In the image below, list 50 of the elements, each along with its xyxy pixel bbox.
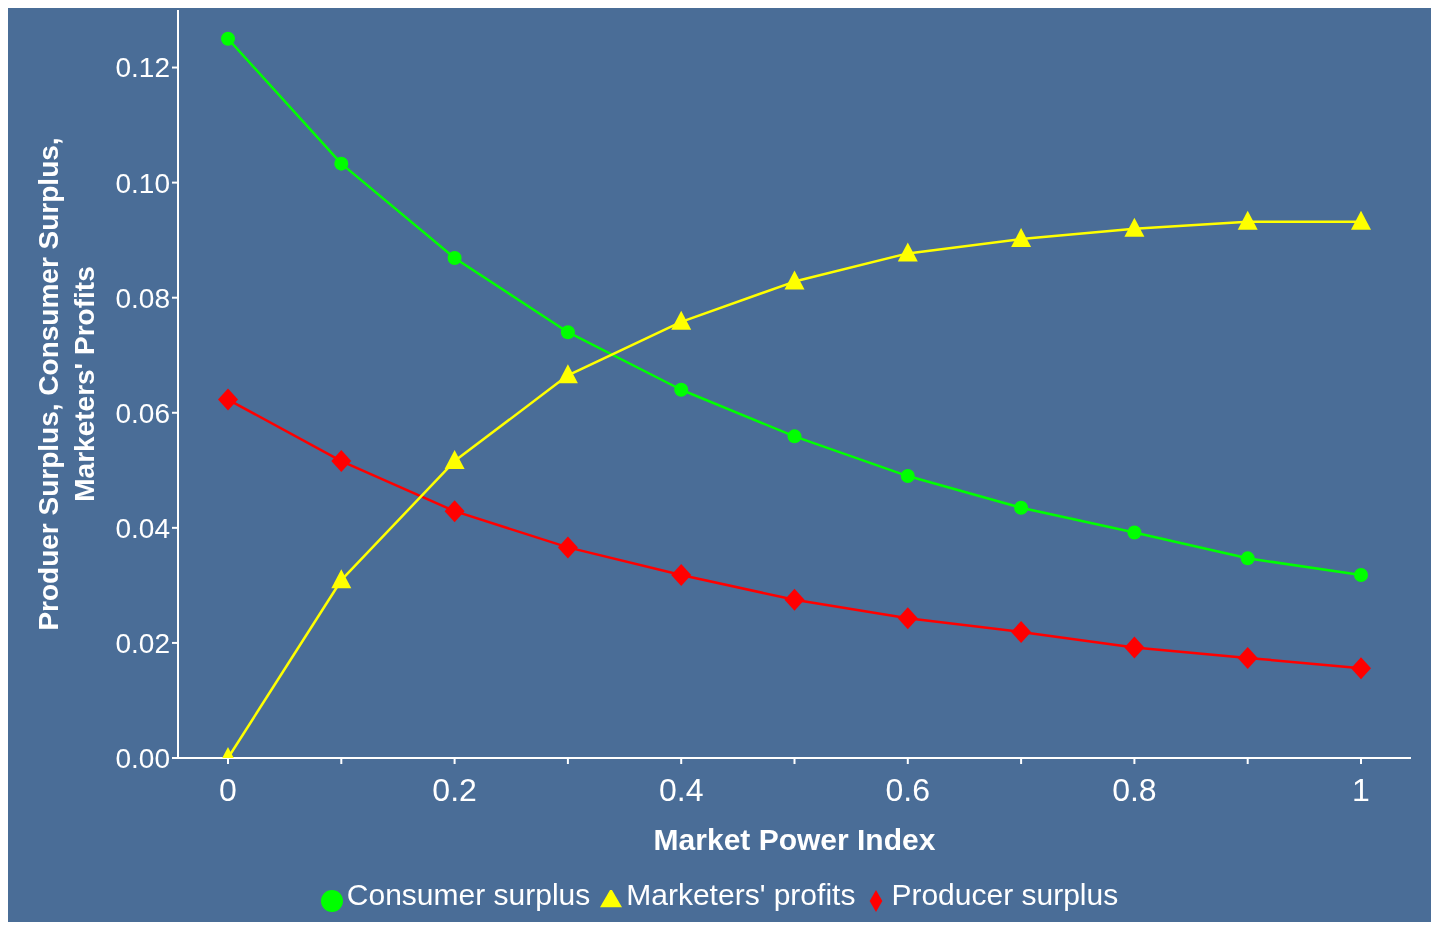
x-tick-label: 1 — [1352, 771, 1370, 808]
point — [334, 156, 349, 171]
point — [444, 500, 465, 523]
point — [1124, 636, 1145, 659]
x-tick-label: 0.2 — [432, 771, 477, 808]
x-axis-title: Market Power Index — [653, 823, 936, 856]
point — [331, 569, 352, 589]
point — [331, 450, 352, 473]
x-tick-label: 0.8 — [1112, 771, 1157, 808]
point — [674, 382, 689, 397]
point — [900, 469, 915, 484]
point — [1351, 210, 1371, 230]
point — [671, 310, 692, 330]
point — [897, 607, 918, 630]
point — [1127, 525, 1142, 540]
x-tick-label: 0.6 — [885, 771, 931, 808]
y-tick-label: 0.10 — [115, 167, 170, 199]
x-tick-label: 0 — [219, 771, 237, 808]
point — [784, 270, 805, 290]
point — [787, 429, 802, 444]
point — [1351, 657, 1371, 680]
x-tick-label: 0.4 — [658, 771, 704, 808]
legend-label: Consumer surplus — [346, 878, 591, 911]
point — [671, 564, 692, 587]
point — [218, 388, 238, 411]
point — [784, 588, 805, 611]
point — [1354, 568, 1368, 583]
legend-label: Marketers' profits — [626, 878, 856, 911]
point — [897, 242, 918, 262]
point — [221, 31, 235, 46]
y-tick-label: 0.06 — [115, 397, 170, 429]
point — [1011, 620, 1032, 643]
point — [1237, 210, 1258, 230]
y-tick-label: 0.12 — [115, 52, 170, 84]
point — [557, 364, 578, 384]
point — [1011, 228, 1032, 247]
point — [1237, 646, 1258, 669]
y-tick-label: 0.04 — [115, 512, 170, 544]
point — [560, 325, 575, 340]
point — [557, 536, 578, 559]
y-axis-title: Produer Surplus, Consumer Surplus, Marketers' Profits — [33, 137, 100, 631]
y-tick-label: 0.08 — [115, 282, 170, 314]
point — [1014, 500, 1029, 515]
point — [447, 250, 462, 265]
y-tick-label: 0.02 — [115, 627, 170, 659]
point — [1124, 217, 1145, 237]
point — [444, 450, 465, 470]
legend-label: Producer surplus — [891, 878, 1119, 911]
y-tick-label: 0.00 — [115, 742, 170, 774]
point — [1240, 551, 1255, 566]
